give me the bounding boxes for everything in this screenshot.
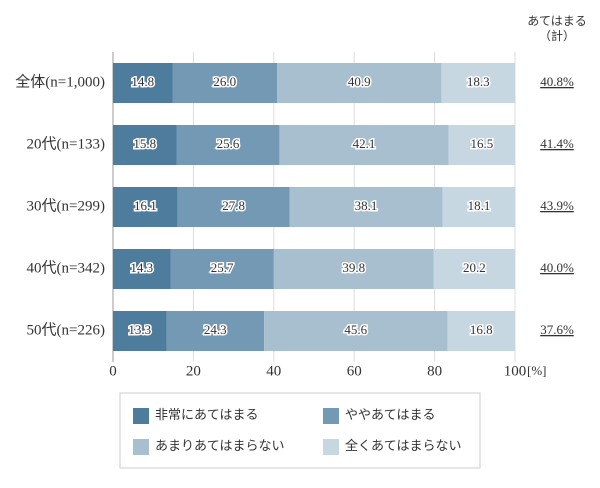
- bar-label: 27.8: [222, 198, 245, 213]
- x-tick-label: 20: [186, 363, 201, 379]
- bar-label: 15.8: [133, 136, 156, 151]
- bar-label: 18.3: [467, 74, 490, 89]
- bar-segment: [172, 63, 278, 103]
- bar-segment: [113, 125, 177, 165]
- bar-label: 39.8: [342, 260, 365, 275]
- bar-segment: [273, 249, 434, 289]
- bar-label: 25.6: [217, 136, 240, 151]
- bar-segment: [277, 63, 442, 103]
- bar-label: 14.3: [130, 260, 153, 275]
- legend-label: あまりあてはまらない: [155, 438, 284, 453]
- total-label: 40.8%: [540, 74, 574, 89]
- legend-label: ややあてはまる: [345, 407, 435, 422]
- bar-label: 26.0: [213, 74, 236, 89]
- bar-label: 14.8: [131, 74, 154, 89]
- bar-segment: [264, 311, 448, 351]
- total-label: 37.6%: [540, 322, 574, 337]
- bar-segment: [113, 63, 173, 103]
- bar-segment: [113, 249, 171, 289]
- y-tick-label: 30代(n=299): [27, 197, 105, 214]
- legend-swatch: [323, 408, 339, 424]
- x-tick-label: 100: [504, 363, 527, 379]
- bar-label: 40.9: [348, 74, 371, 89]
- bar-label: 18.1: [468, 198, 491, 213]
- bar-label: 16.1: [134, 198, 157, 213]
- bar-label: 25.7: [211, 260, 234, 275]
- bar-label: 45.6: [344, 322, 367, 337]
- bar-segment: [113, 311, 167, 351]
- bar-segment: [166, 311, 265, 351]
- legend-label: 全くあてはまらない: [345, 438, 461, 453]
- bar-label: 13.3: [128, 322, 151, 337]
- x-tick-label: 40: [266, 363, 281, 379]
- bar-label: 42.1: [353, 136, 376, 151]
- x-tick-label: 0: [109, 363, 117, 379]
- y-tick-label: 40代(n=342): [27, 259, 105, 276]
- bar-label: 16.5: [470, 136, 493, 151]
- x-tick-label: 80: [427, 363, 442, 379]
- total-label: 41.4%: [540, 136, 574, 151]
- total-label: 40.0%: [540, 260, 574, 275]
- legend-label: 非常にあてはまる: [155, 407, 258, 422]
- bar-segment: [448, 125, 515, 165]
- y-tick-label: 全体(n=1,000): [15, 72, 105, 90]
- y-tick-label: 20代(n=133): [27, 135, 105, 152]
- bar-segment: [113, 187, 178, 227]
- bar-label: 20.2: [463, 260, 486, 275]
- totals-header: （計）: [539, 28, 575, 43]
- bar-label: 38.1: [355, 198, 378, 213]
- legend-swatch: [133, 408, 149, 424]
- x-tick-label: 60: [347, 363, 362, 379]
- bar-label: 24.3: [204, 322, 227, 337]
- legend-box: [119, 392, 481, 469]
- bar-label: 16.8: [470, 322, 493, 337]
- total-label: 43.9%: [540, 198, 574, 213]
- bar-segment: [176, 125, 280, 165]
- bar-segment: [289, 187, 443, 227]
- bar-segment: [279, 125, 449, 165]
- totals-header: あてはまる: [527, 14, 587, 28]
- legend-swatch: [133, 439, 149, 455]
- y-tick-label: 50代(n=226): [27, 321, 105, 338]
- bar-segment: [442, 187, 516, 227]
- bar-segment: [170, 249, 274, 289]
- bar-segment: [447, 311, 515, 351]
- legend-swatch: [323, 439, 339, 455]
- x-unit: [%]: [527, 363, 547, 378]
- bar-segment: [441, 63, 515, 103]
- bar-segment: [433, 249, 515, 289]
- bar-segment: [177, 187, 290, 227]
